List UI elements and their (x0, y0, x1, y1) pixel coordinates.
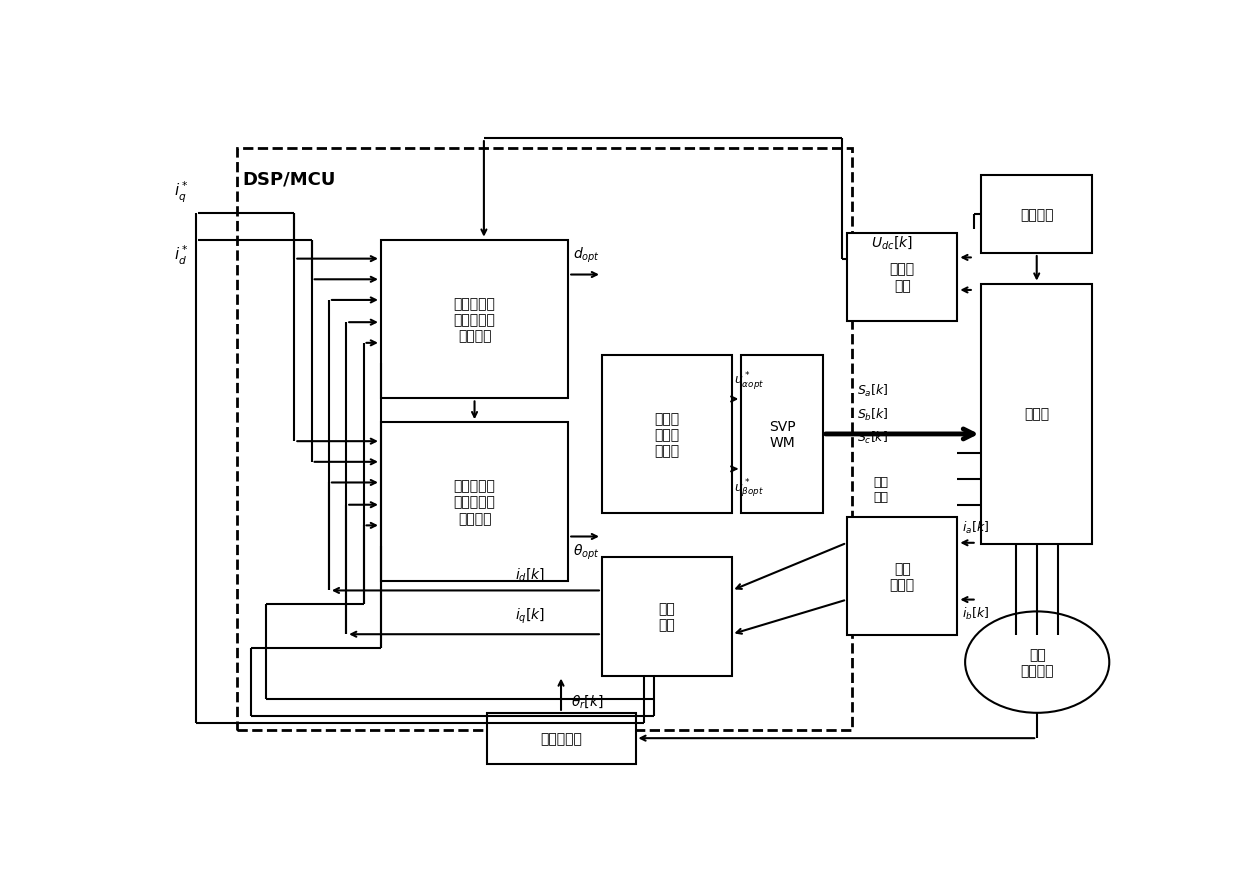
FancyBboxPatch shape (847, 233, 957, 321)
Text: $i_d[k]$: $i_d[k]$ (515, 565, 544, 582)
Text: $U_{dc}[k]$: $U_{dc}[k]$ (870, 234, 913, 251)
FancyBboxPatch shape (601, 355, 732, 514)
FancyBboxPatch shape (742, 355, 823, 514)
Text: $i_q[k]$: $i_q[k]$ (515, 606, 544, 625)
Text: $u_{\beta opt}^*$: $u_{\beta opt}^*$ (734, 477, 765, 500)
Text: $u_{\alpha opt}^*$: $u_{\alpha opt}^*$ (734, 369, 765, 391)
FancyBboxPatch shape (381, 240, 568, 399)
Text: $i_a[k]$: $i_a[k]$ (962, 519, 990, 535)
Text: 驱动
信号: 驱动 信号 (873, 475, 888, 503)
Text: $S_a[k]$: $S_a[k]$ (857, 382, 888, 398)
Text: $S_b[k]$: $S_b[k]$ (857, 406, 888, 422)
FancyBboxPatch shape (982, 284, 1092, 544)
FancyBboxPatch shape (486, 713, 635, 764)
Text: SVP
WM: SVP WM (769, 419, 795, 450)
Text: 参考电压矢
量最优幅值
的解析解: 参考电压矢 量最优幅值 的解析解 (454, 296, 496, 343)
Text: $i_b[k]$: $i_b[k]$ (962, 605, 990, 622)
Text: $\theta_{opt}$: $\theta_{opt}$ (573, 542, 600, 561)
FancyBboxPatch shape (847, 517, 957, 635)
Text: 参考电压矢
量最优相位
的解析解: 参考电压矢 量最优相位 的解析解 (454, 479, 496, 525)
Text: 坐标
变换: 坐标 变换 (658, 602, 675, 631)
Text: 永磁
同步电机: 永磁 同步电机 (1021, 647, 1054, 677)
FancyBboxPatch shape (381, 423, 568, 581)
Text: 电压传
感器: 电压传 感器 (889, 262, 915, 293)
Text: 逆变器: 逆变器 (1024, 407, 1049, 421)
Text: $S_c[k]$: $S_c[k]$ (857, 430, 888, 446)
Text: $\theta_r[k]$: $\theta_r[k]$ (570, 693, 604, 709)
Text: DSP/MCU: DSP/MCU (243, 171, 336, 189)
Text: $i_d^*$: $i_d^*$ (174, 244, 188, 267)
FancyBboxPatch shape (601, 558, 732, 676)
Text: 位置传感器: 位置传感器 (541, 731, 582, 745)
FancyBboxPatch shape (982, 176, 1092, 253)
Text: 电流
传感器: 电流 传感器 (889, 561, 915, 591)
Text: 逆变器
最优参
考电压: 逆变器 最优参 考电压 (655, 411, 680, 458)
Text: 直流电源: 直流电源 (1021, 208, 1054, 222)
Text: $d_{opt}$: $d_{opt}$ (573, 246, 600, 265)
Text: $i_q^*$: $i_q^*$ (174, 180, 188, 205)
